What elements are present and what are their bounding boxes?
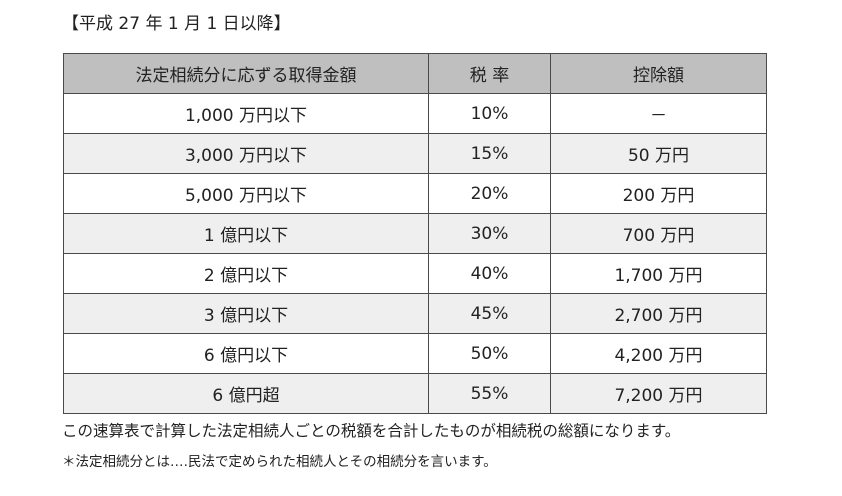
cell-amount: 1,000 万円以下 — [63, 93, 429, 134]
table-caption: 【平成 27 年 1 月 1 日以降】 — [62, 14, 291, 34]
cell-rate: 30% — [428, 213, 551, 254]
cell-amount: 6 億円超 — [63, 373, 429, 414]
table-row: 2 億円以下 40% 1,700 万円 — [63, 253, 767, 294]
cell-rate: 15% — [428, 133, 551, 174]
cell-rate: 55% — [428, 373, 551, 414]
cell-amount: 6 億円以下 — [63, 333, 429, 374]
cell-rate: 10% — [428, 93, 551, 134]
cell-deduction: 200 万円 — [550, 173, 767, 214]
table-row: 6 億円超 55% 7,200 万円 — [63, 373, 767, 414]
header-tax-rate: 税 率 — [428, 53, 551, 94]
cell-deduction: 700 万円 — [550, 213, 767, 254]
tax-rate-table: 法定相続分に応ずる取得金額 税 率 控除額 1,000 万円以下 10% － 3… — [63, 53, 767, 414]
cell-amount: 5,000 万円以下 — [63, 173, 429, 214]
cell-deduction: 7,200 万円 — [550, 373, 767, 414]
table-header-row: 法定相続分に応ずる取得金額 税 率 控除額 — [63, 53, 767, 94]
table-row: 3 億円以下 45% 2,700 万円 — [63, 293, 767, 334]
cell-rate: 40% — [428, 253, 551, 294]
header-acquisition-amount: 法定相続分に応ずる取得金額 — [63, 53, 429, 94]
cell-amount: 2 億円以下 — [63, 253, 429, 294]
cell-deduction: 4,200 万円 — [550, 333, 767, 374]
cell-deduction: － — [550, 93, 767, 134]
cell-amount: 3,000 万円以下 — [63, 133, 429, 174]
cell-deduction: 2,700 万円 — [550, 293, 767, 334]
table-row: 1 億円以下 30% 700 万円 — [63, 213, 767, 254]
cell-rate: 50% — [428, 333, 551, 374]
cell-deduction: 1,700 万円 — [550, 253, 767, 294]
cell-amount: 3 億円以下 — [63, 293, 429, 334]
cell-rate: 20% — [428, 173, 551, 214]
total-tax-note: この速算表で計算した法定相続人ごとの税額を合計したものが相続税の総額になります。 — [62, 422, 681, 440]
cell-amount: 1 億円以下 — [63, 213, 429, 254]
table-row: 6 億円以下 50% 4,200 万円 — [63, 333, 767, 374]
table-row: 5,000 万円以下 20% 200 万円 — [63, 173, 767, 214]
table-row: 1,000 万円以下 10% － — [63, 93, 767, 134]
cell-deduction: 50 万円 — [550, 133, 767, 174]
table-row: 3,000 万円以下 15% 50 万円 — [63, 133, 767, 174]
header-deduction: 控除額 — [550, 53, 767, 94]
cell-rate: 45% — [428, 293, 551, 334]
statutory-share-footnote: ＊法定相続分とは‥‥民法で定められた相続人とその相続分を言います。 — [62, 454, 497, 470]
